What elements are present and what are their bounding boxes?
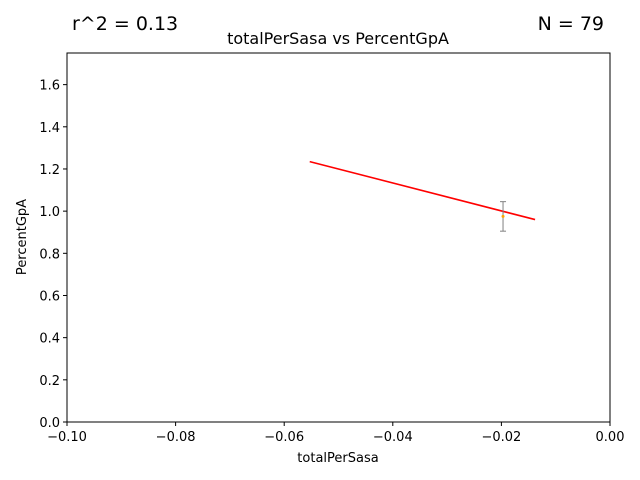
x-tick-label: −0.06 (264, 430, 304, 445)
data-point (501, 214, 505, 218)
plot-frame (66, 52, 611, 423)
x-tick-label: 0.00 (596, 430, 625, 445)
r-squared-label: r^2 = 0.13 (72, 13, 178, 35)
y-tick-label: 0.8 (39, 247, 60, 262)
chart-title: totalPerSasa vs PercentGpA (227, 29, 449, 48)
n-count-label: N = 79 (538, 13, 604, 35)
x-tick-label: −0.04 (373, 430, 413, 445)
y-axis-label: PercentGpA (15, 199, 30, 275)
x-tick-label: −0.02 (481, 430, 521, 445)
y-tick-label: 1.0 (39, 205, 60, 220)
y-tick-label: 0.2 (39, 374, 60, 389)
y-tick-label: 1.6 (39, 79, 60, 94)
fit-line (309, 160, 536, 221)
y-tick-label: 0.4 (39, 332, 60, 347)
plot-area: −0.10 −0.08 −0.06 −0.04 −0.02 0.00 0.0 0.2 0.4 0.… (39, 52, 625, 445)
x-tick-label: −0.10 (47, 430, 87, 445)
y-tick-label: 0.6 (39, 289, 60, 304)
y-tick-label: 1.2 (39, 163, 60, 178)
x-axis-label: totalPerSasa (297, 451, 378, 466)
x-tick-label: −0.08 (156, 430, 196, 445)
y-tick-label: 1.4 (39, 121, 60, 136)
y-tick-label: 0.0 (39, 416, 60, 431)
